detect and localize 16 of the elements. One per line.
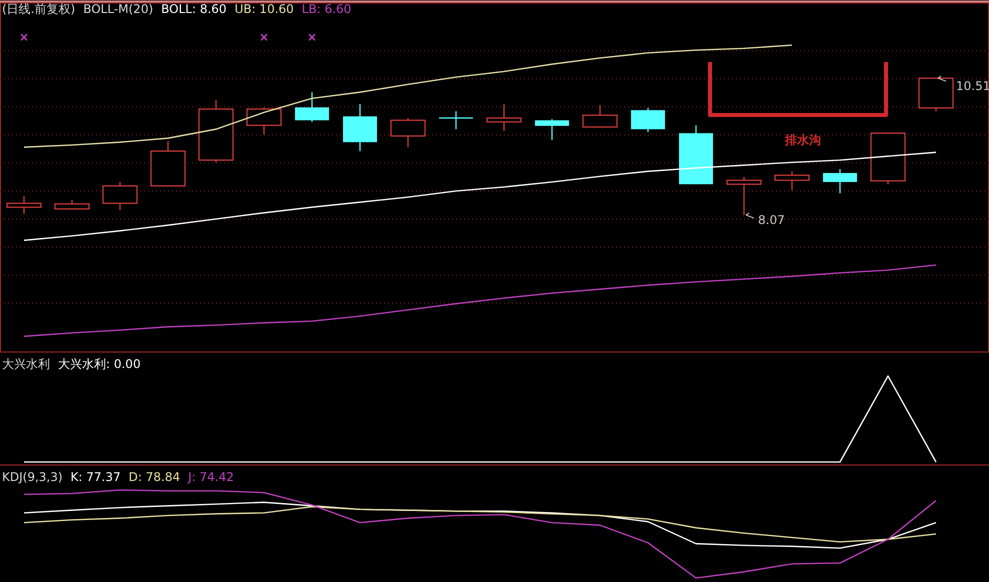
annotation: 排水沟 bbox=[784, 133, 821, 147]
text: BOLL: 8.60 bbox=[161, 2, 227, 16]
text: 大兴水利: 0.00 bbox=[58, 357, 141, 371]
chart-title: KDJ(9,3,3) bbox=[2, 470, 63, 484]
chart-subtitle: BOLL-M(20) bbox=[83, 2, 154, 16]
text: LB: 6.60 bbox=[302, 2, 352, 16]
annotation: 8.07 bbox=[758, 213, 785, 228]
candlestick bbox=[726, 176, 762, 216]
series-label: K: 77.37 bbox=[70, 470, 121, 484]
text: D: 78.84 bbox=[128, 470, 180, 484]
candlestick bbox=[438, 110, 474, 130]
chart-title: (日线.前复权) bbox=[2, 2, 76, 16]
candlestick bbox=[486, 103, 522, 132]
series-label: J: 74.42 bbox=[187, 470, 234, 484]
text: UB: 10.60 bbox=[234, 2, 294, 16]
chart-title: 大兴水利 bbox=[2, 357, 50, 371]
